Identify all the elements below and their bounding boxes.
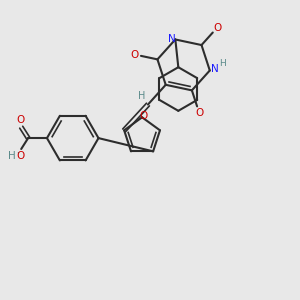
Text: O: O xyxy=(16,115,24,125)
Text: H: H xyxy=(138,91,146,100)
Text: O: O xyxy=(130,50,139,59)
Text: N: N xyxy=(211,64,219,74)
Text: O: O xyxy=(195,107,203,118)
Text: H: H xyxy=(219,59,226,68)
Text: O: O xyxy=(213,23,221,33)
Text: N: N xyxy=(169,34,176,44)
Text: O: O xyxy=(16,151,24,161)
Text: O: O xyxy=(139,111,147,121)
Text: ·: · xyxy=(16,149,19,158)
Text: H: H xyxy=(8,151,16,161)
